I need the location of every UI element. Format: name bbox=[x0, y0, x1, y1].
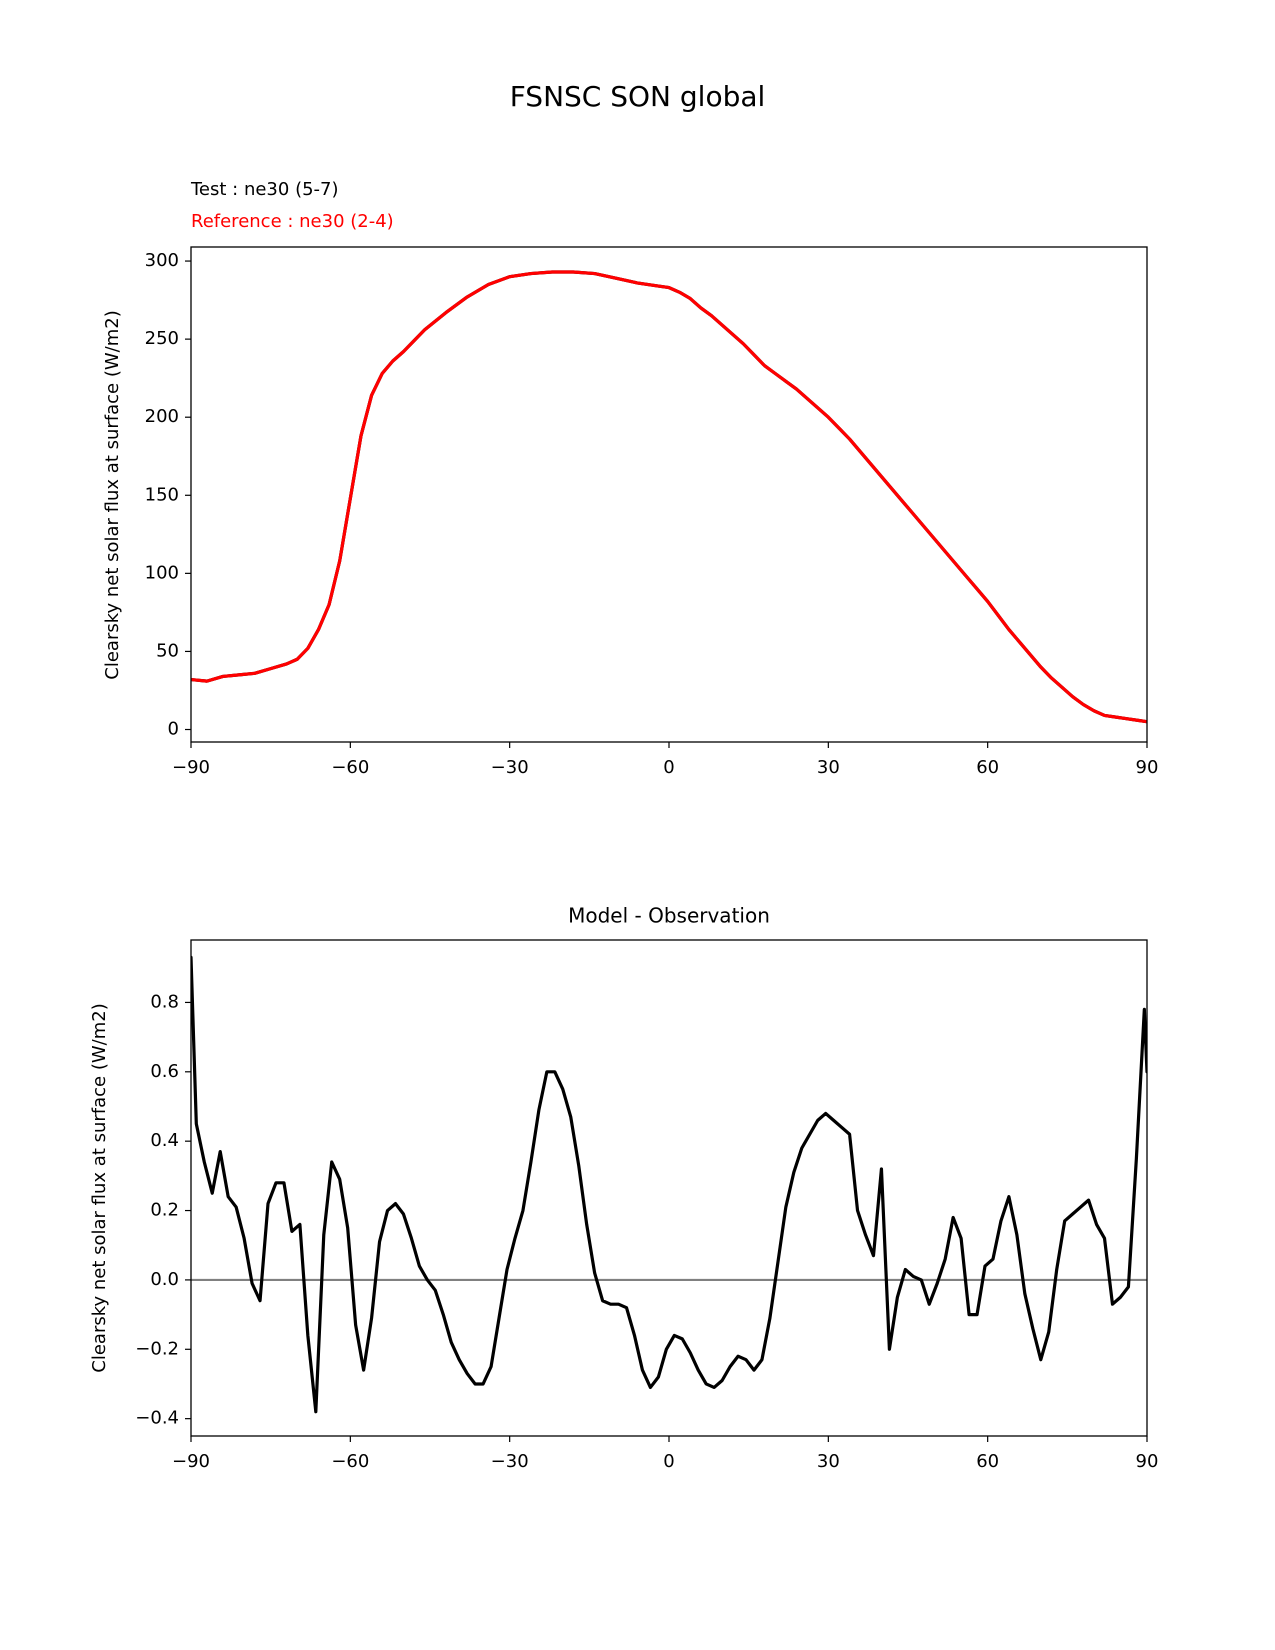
top-x-tick-label: −60 bbox=[331, 757, 369, 778]
bottom-y-tick-label: 0.4 bbox=[150, 1130, 179, 1151]
bottom-panel-title: Model - Observation bbox=[568, 904, 770, 928]
top-x-tick-label: 0 bbox=[663, 757, 674, 778]
figure-title: FSNSC SON global bbox=[510, 80, 766, 113]
bottom-series-layer bbox=[191, 955, 1147, 1414]
bottom-y-tick-label: 0.6 bbox=[150, 1061, 179, 1082]
bottom-x-tick-label: 0 bbox=[663, 1451, 674, 1472]
bottom-ticks: −90 −60 −30 0 30 60 90 −0.4 −0.2 0.0 0.2 0.4 0.6 0.8 bbox=[135, 991, 1158, 1472]
top-y-tick-label: 50 bbox=[156, 640, 179, 661]
top-x-tick-label: 60 bbox=[976, 757, 999, 778]
top-y-tick-label: 250 bbox=[145, 328, 179, 349]
legend-reference-label: Reference : ne30 (2-4) bbox=[191, 211, 394, 232]
top-x-tick-label: −30 bbox=[491, 757, 529, 778]
bottom-x-tick-label: −60 bbox=[331, 1451, 369, 1472]
bottom-y-axis-label: Clearsky net solar flux at surface (W/m2… bbox=[89, 1003, 110, 1372]
bottom-difference-series-line bbox=[191, 955, 1147, 1414]
bottom-x-tick-label: 60 bbox=[976, 1451, 999, 1472]
top-y-tick-label: 200 bbox=[145, 406, 179, 427]
bottom-y-tick-label: 0.0 bbox=[150, 1269, 179, 1290]
top-panel: Test : ne30 (5-7) Reference : ne30 (2-4)… bbox=[102, 179, 1158, 778]
legend-test-label: Test : ne30 (5-7) bbox=[190, 179, 339, 200]
bottom-x-tick-label: 30 bbox=[817, 1451, 840, 1472]
top-y-tick-label: 100 bbox=[145, 562, 179, 583]
bottom-y-tick-label: −0.2 bbox=[135, 1338, 179, 1359]
top-y-tick-label: 150 bbox=[145, 484, 179, 505]
bottom-y-tick-label: 0.2 bbox=[150, 1200, 179, 1221]
bottom-plot-clip-content bbox=[191, 955, 1147, 1414]
bottom-x-tick-label: −90 bbox=[172, 1451, 210, 1472]
top-y-tick-label: 0 bbox=[168, 719, 179, 740]
top-y-axis-label: Clearsky net solar flux at surface (W/m2… bbox=[102, 310, 123, 679]
top-y-tick-label: 300 bbox=[145, 250, 179, 271]
top-x-tick-label: 30 bbox=[817, 757, 840, 778]
top-reference-series-line bbox=[191, 270, 1147, 724]
bottom-x-tick-label: −30 bbox=[491, 1451, 529, 1472]
top-x-tick-label: 90 bbox=[1136, 757, 1159, 778]
bottom-y-tick-label: −0.4 bbox=[135, 1408, 179, 1429]
bottom-panel: Model - Observation −90 −60 −30 0 30 60 90 −0.4… bbox=[89, 904, 1158, 1473]
top-x-tick-label: −90 bbox=[172, 757, 210, 778]
top-series-layer bbox=[191, 270, 1147, 724]
top-ticks: −90 −60 −30 0 30 60 90 0 50 100 150 200 250 300 bbox=[145, 250, 1159, 778]
bottom-y-tick-label: 0.8 bbox=[150, 991, 179, 1012]
top-plot-clip-content bbox=[191, 270, 1147, 724]
bottom-x-tick-label: 90 bbox=[1136, 1451, 1159, 1472]
